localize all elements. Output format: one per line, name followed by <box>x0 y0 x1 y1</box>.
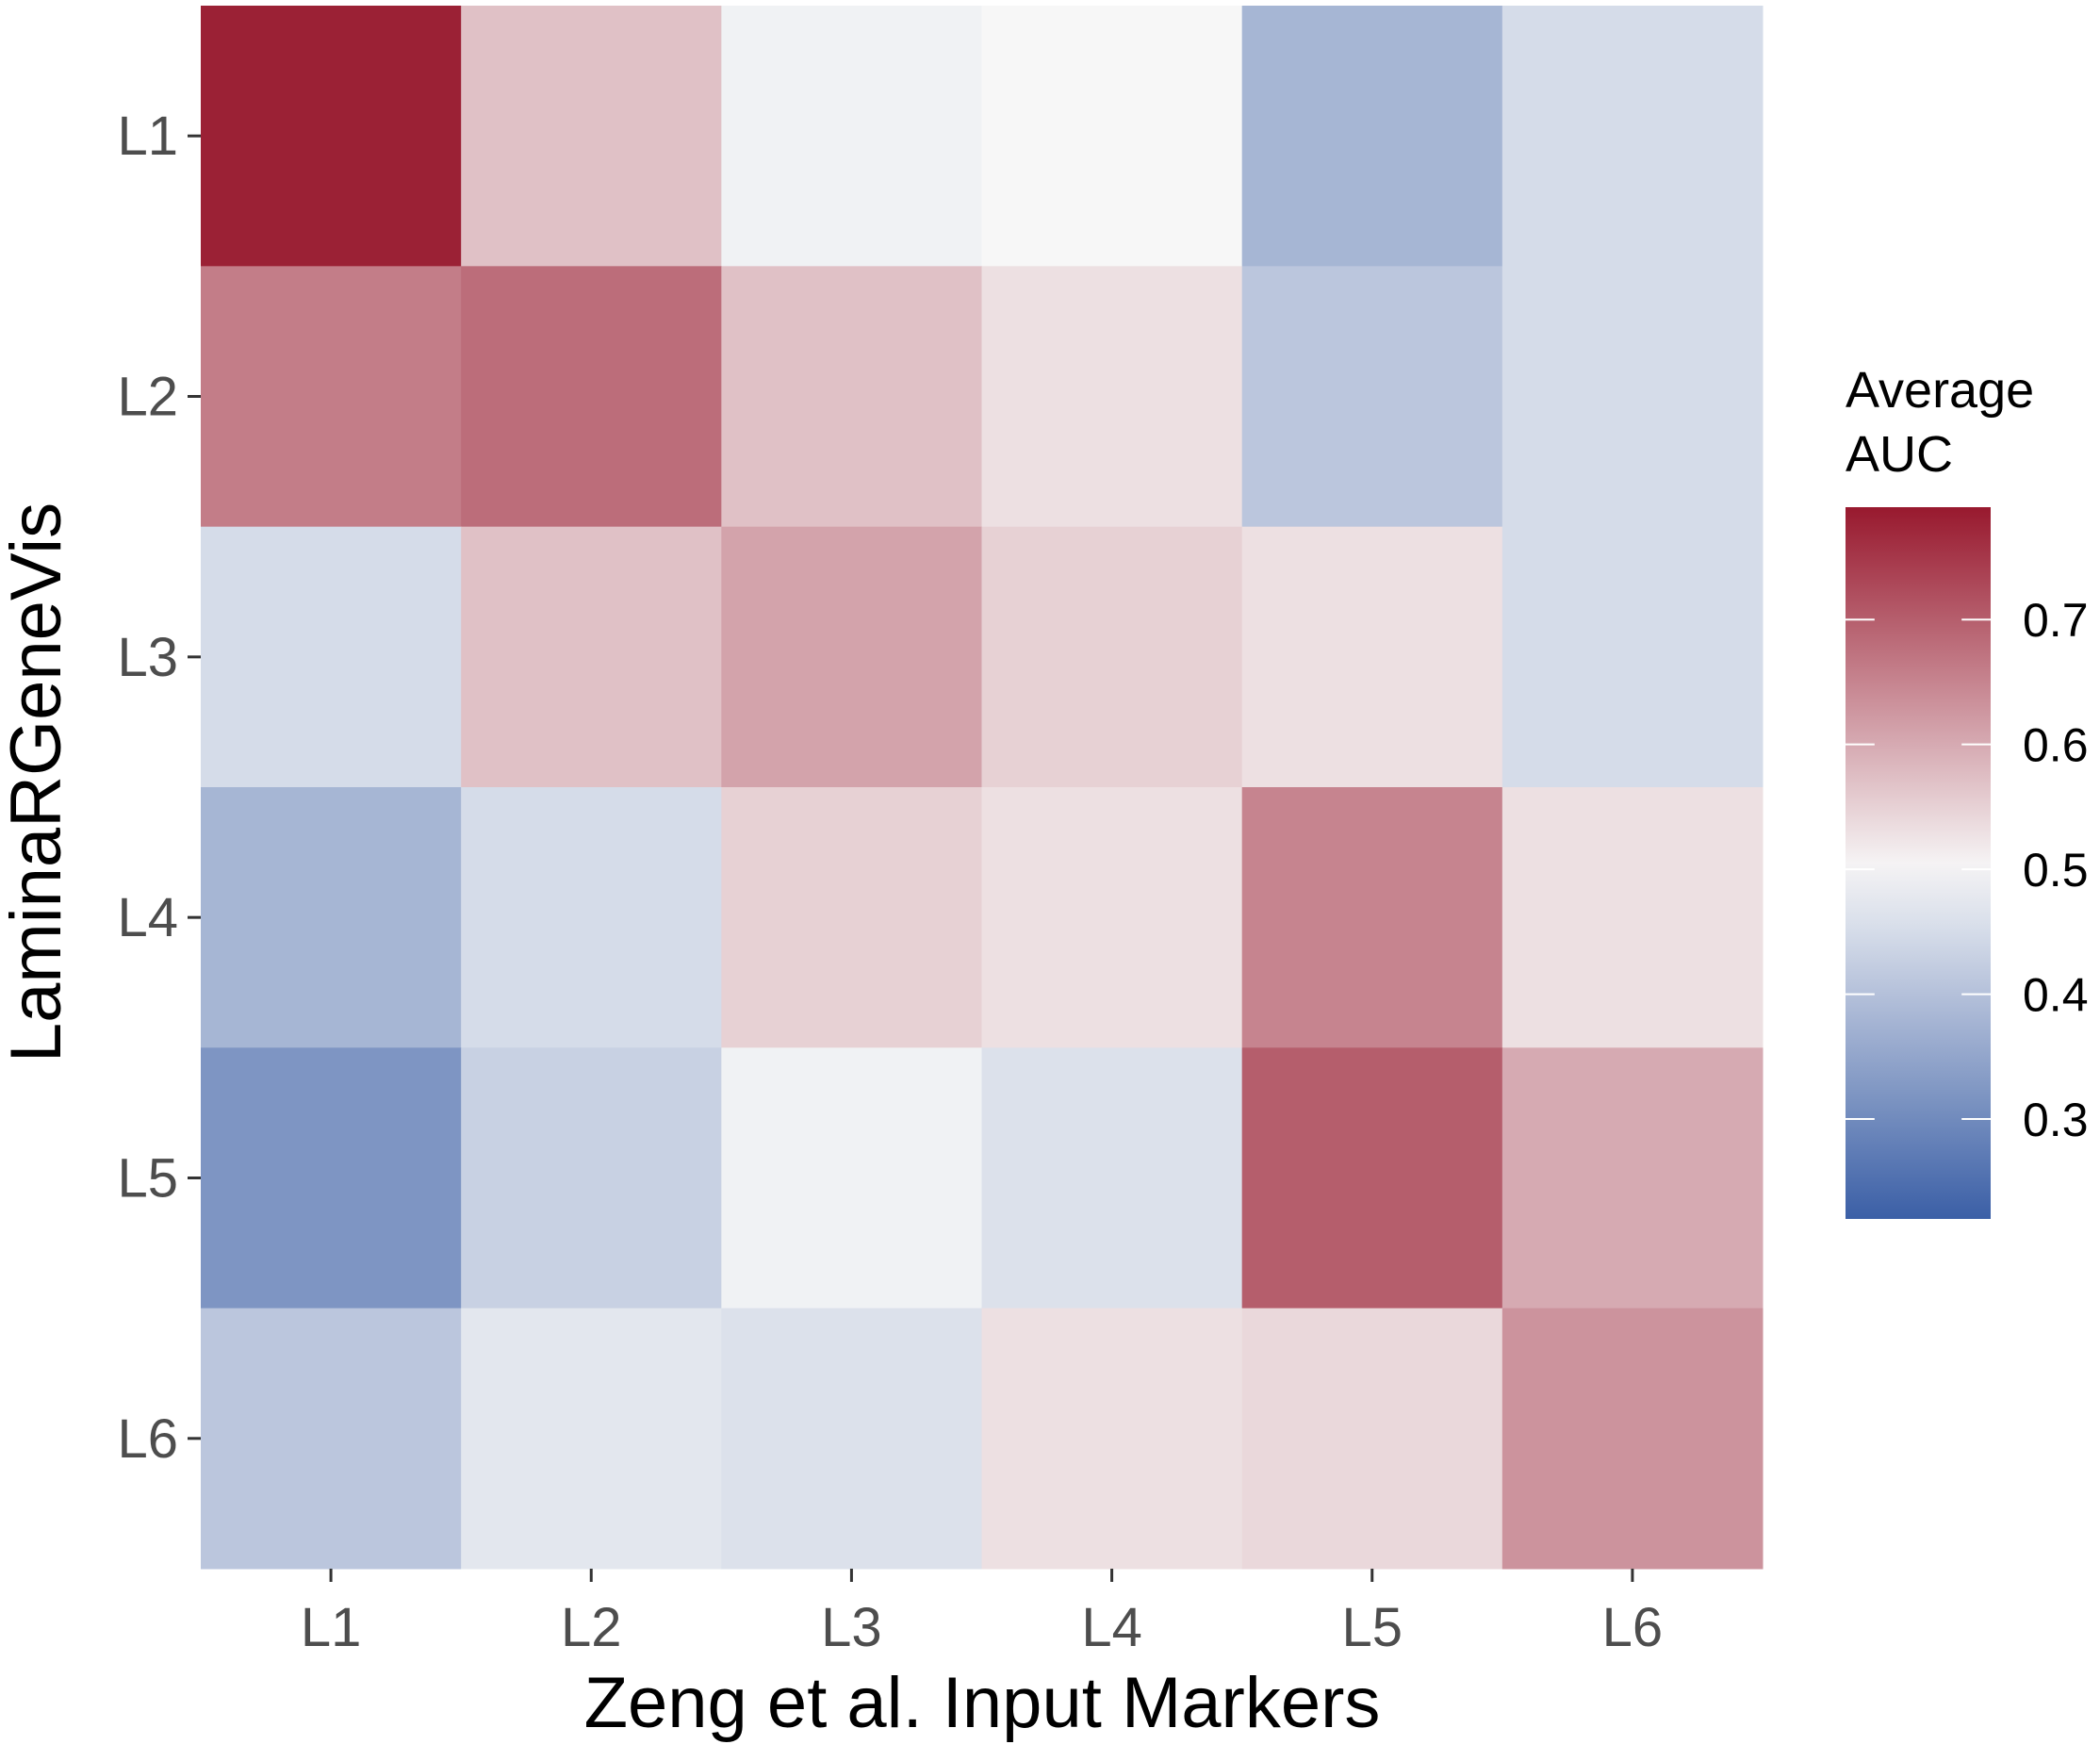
x-axis-title: Zeng et al. Input Markers <box>584 1663 1381 1743</box>
legend-title-line-2: AUC <box>1846 426 1953 483</box>
heatmap-cell-l2-l6 <box>1501 266 1764 528</box>
y-tick-label-l6: L6 <box>117 1408 178 1470</box>
legend-tick-label: 0.4 <box>2023 969 2089 1022</box>
y-axis: L1 L2 L3 L4 L5 L6 <box>117 106 201 1470</box>
heatmap-cell-l2-l3 <box>721 266 982 528</box>
x-axis: L1 L2 L3 L4 L5 L6 <box>301 1569 1663 1658</box>
heatmap-cell-l3-l4 <box>981 526 1243 788</box>
x-tick-label-l2: L2 <box>561 1597 622 1658</box>
heatmap-cell-l2-l4 <box>981 266 1243 528</box>
heatmap-cells <box>201 6 1764 1570</box>
heatmap-cell-l3-l2 <box>461 526 722 788</box>
y-tick-label-l2: L2 <box>117 367 178 428</box>
heatmap-cell-l4-l2 <box>461 787 722 1048</box>
color-legend: Average AUC 0.3 0.4 0.5 0.6 0.7 <box>1846 362 2089 1219</box>
y-tick-label-l1: L1 <box>117 106 178 167</box>
heatmap-cell-l5-l3 <box>721 1047 982 1309</box>
legend-tick-label: 0.7 <box>2023 594 2089 647</box>
legend-ticks: 0.3 0.4 0.5 0.6 0.7 <box>1846 594 2089 1146</box>
legend-tick-label: 0.3 <box>2023 1094 2089 1146</box>
y-tick-label-l5: L5 <box>117 1148 178 1210</box>
heatmap-cell-l6-l2 <box>461 1308 722 1570</box>
legend-colorbar <box>1846 507 1991 1219</box>
heatmap-cell-l3-l6 <box>1501 526 1764 788</box>
x-tick-label-l3: L3 <box>821 1597 882 1658</box>
heatmap-cell-l3-l5 <box>1241 526 1503 788</box>
heatmap-cell-l6-l6 <box>1501 1308 1764 1570</box>
x-tick-label-l5: L5 <box>1341 1597 1403 1658</box>
y-tick-label-l4: L4 <box>117 887 178 948</box>
heatmap-cell-l3-l3 <box>721 526 982 788</box>
heatmap-cell-l2-l5 <box>1241 266 1503 528</box>
heatmap-cell-l6-l5 <box>1241 1308 1503 1570</box>
legend-tick-label: 0.6 <box>2023 719 2089 772</box>
heatmap-cell-l4-l6 <box>1501 787 1764 1048</box>
x-tick-label-l1: L1 <box>301 1597 362 1658</box>
heatmap-cell-l5-l5 <box>1241 1047 1503 1309</box>
heatmap-cell-l1-l2 <box>461 6 722 267</box>
heatmap-cell-l6-l3 <box>721 1308 982 1570</box>
legend-tick-label: 0.5 <box>2023 844 2089 897</box>
heatmap-cell-l5-l6 <box>1501 1047 1764 1309</box>
heatmap-cell-l1-l3 <box>721 6 982 267</box>
heatmap-cell-l3-l1 <box>201 526 462 788</box>
heatmap-cell-l5-l4 <box>981 1047 1243 1309</box>
x-tick-label-l4: L4 <box>1081 1597 1142 1658</box>
heatmap-cell-l1-l5 <box>1241 6 1503 267</box>
heatmap-cell-l5-l1 <box>201 1047 462 1309</box>
heatmap-cell-l4-l5 <box>1241 787 1503 1048</box>
heatmap-cell-l4-l1 <box>201 787 462 1048</box>
legend-title-line-1: Average <box>1846 362 2034 419</box>
heatmap-cell-l6-l1 <box>201 1308 462 1570</box>
heatmap-cell-l2-l1 <box>201 266 462 528</box>
heatmap-cell-l1-l1 <box>201 6 462 267</box>
y-axis-title: LaminaRGeneVis <box>0 502 76 1062</box>
heatmap-cell-l1-l6 <box>1501 6 1764 267</box>
heatmap-cell-l4-l3 <box>721 787 982 1048</box>
heatmap-cell-l4-l4 <box>981 787 1243 1048</box>
heatmap-cell-l1-l4 <box>981 6 1243 267</box>
heatmap-cell-l6-l4 <box>981 1308 1243 1570</box>
y-tick-label-l3: L3 <box>117 627 178 688</box>
heatmap-cell-l5-l2 <box>461 1047 722 1309</box>
heatmap-cell-l2-l2 <box>461 266 722 528</box>
x-tick-label-l6: L6 <box>1602 1597 1664 1658</box>
